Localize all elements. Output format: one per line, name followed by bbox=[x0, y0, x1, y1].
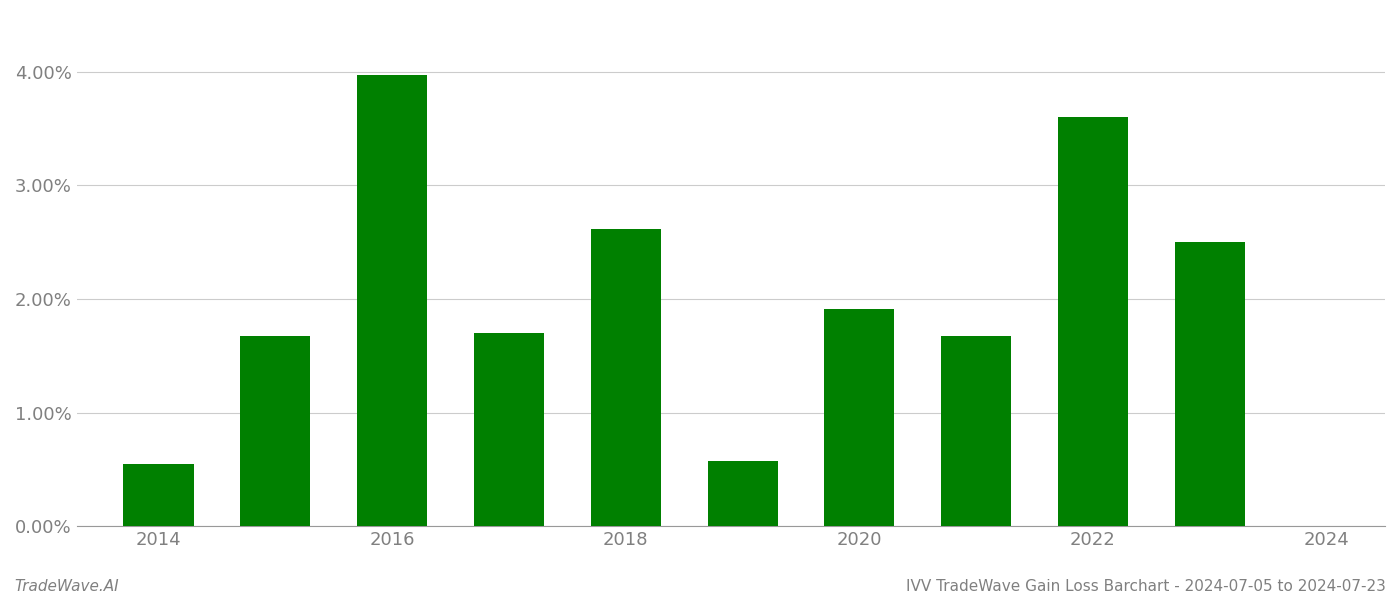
Bar bbox=[591, 229, 661, 526]
Bar bbox=[1175, 242, 1245, 526]
Bar bbox=[825, 309, 895, 526]
Text: IVV TradeWave Gain Loss Barchart - 2024-07-05 to 2024-07-23: IVV TradeWave Gain Loss Barchart - 2024-… bbox=[906, 579, 1386, 594]
Text: TradeWave.AI: TradeWave.AI bbox=[14, 579, 119, 594]
Bar bbox=[357, 75, 427, 526]
Bar bbox=[241, 337, 311, 526]
Bar bbox=[473, 333, 545, 526]
Bar bbox=[1058, 117, 1128, 526]
Bar bbox=[123, 464, 193, 526]
Bar bbox=[707, 461, 777, 526]
Bar bbox=[941, 337, 1011, 526]
